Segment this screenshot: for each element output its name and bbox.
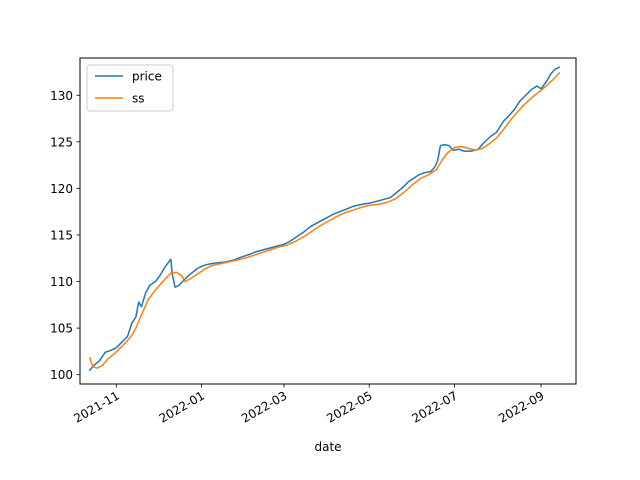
legend: price ss — [86, 64, 174, 112]
axes-frame — [79, 57, 577, 385]
y-tick-label: 115 — [50, 228, 73, 242]
legend-label-price: price — [132, 70, 162, 84]
y-tick-label: 130 — [50, 89, 73, 103]
y-tick-label: 120 — [50, 182, 73, 196]
series-layer — [88, 66, 561, 372]
series-line-price — [88, 66, 561, 372]
y-tick-label: 105 — [50, 322, 73, 336]
y-tick-label: 110 — [50, 275, 73, 289]
y-tick-label: 125 — [50, 135, 73, 149]
series-line-ss — [88, 71, 561, 369]
y-tick-label: 100 — [50, 368, 73, 382]
y-axis: 100 105 110 115 120 125 130 — [50, 89, 80, 382]
legend-label-ss: ss — [132, 92, 145, 106]
x-axis-title: date — [314, 440, 341, 454]
